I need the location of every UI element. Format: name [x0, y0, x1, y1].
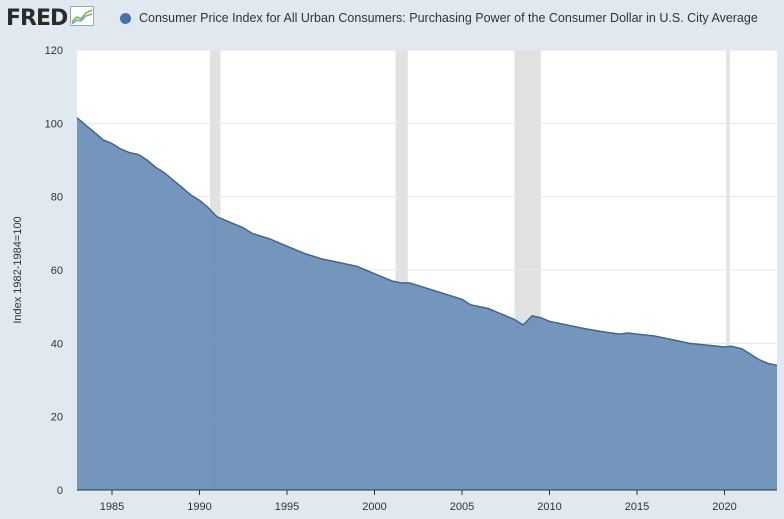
y-axis-title: Index 1982-1984=100 — [12, 216, 24, 323]
chart-legend[interactable]: Consumer Price Index for All Urban Consu… — [120, 11, 758, 25]
chart-area: 1985 1990 1995 2000 2005 2010 2015 2020 0 20 40 60… — [12, 45, 778, 513]
x-tick-label: 2000 — [362, 501, 386, 513]
y-tick-label: 60 — [51, 265, 63, 277]
x-tick-label: 1985 — [100, 501, 124, 513]
x-axis-ticks: 1985 1990 1995 2000 2005 2010 2015 2020 — [100, 490, 737, 513]
y-tick-label: 80 — [51, 192, 63, 204]
series-line[interactable] — [76, 117, 778, 367]
x-tick-label: 2015 — [625, 501, 649, 513]
x-tick-label: 1990 — [187, 501, 211, 513]
x-tick-label: 2020 — [712, 501, 736, 513]
series-area-fill[interactable] — [77, 117, 777, 490]
series-area — [76, 117, 778, 491]
x-tick-label: 1995 — [275, 501, 299, 513]
x-tick-label: 2005 — [450, 501, 474, 513]
y-tick-label: 0 — [57, 485, 63, 497]
y-tick-label: 100 — [45, 118, 63, 130]
legend-marker — [120, 12, 131, 24]
fred-logo-text: FRED — [6, 5, 68, 31]
y-tick-label: 20 — [51, 412, 63, 424]
y-tick-label: 120 — [45, 45, 63, 57]
y-axis-ticks: 0 20 40 60 80 100 120 — [45, 45, 63, 497]
y-tick-label: 40 — [51, 338, 63, 350]
legend-label: Consumer Price Index for All Urban Consu… — [139, 11, 758, 25]
chart-header: FRED Consumer Price Index for All Urban … — [0, 0, 784, 40]
fred-logo[interactable]: FRED — [6, 5, 95, 31]
x-tick-label: 2010 — [537, 501, 561, 513]
fred-chart-icon — [70, 6, 95, 30]
